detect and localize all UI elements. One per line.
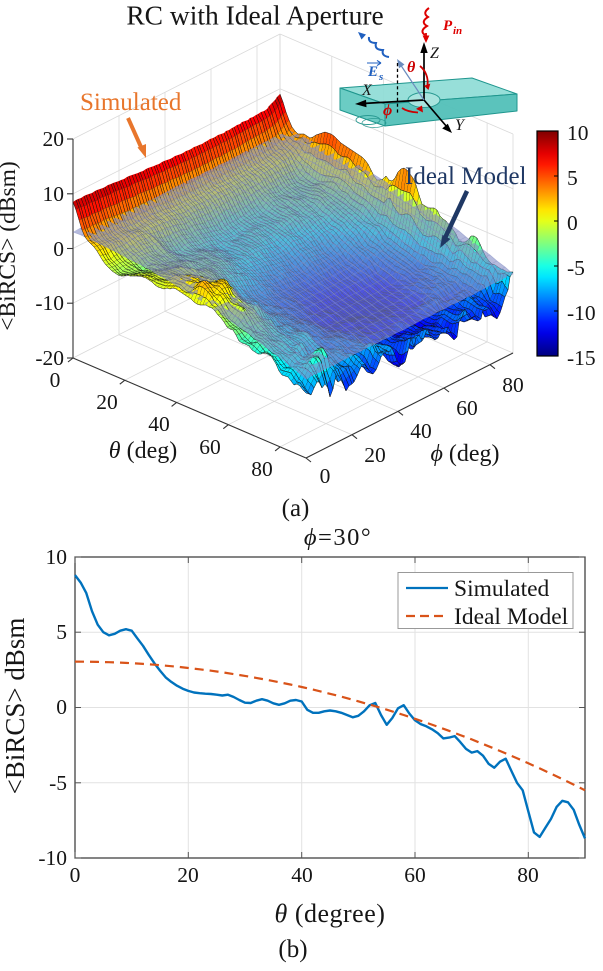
svg-text:θ: θ (407, 59, 416, 76)
svg-text:80: 80 (517, 863, 539, 887)
svg-text:0: 0 (567, 211, 578, 235)
svg-text:-5: -5 (567, 256, 585, 280)
svg-text:40: 40 (410, 419, 432, 443)
svg-text:(a): (a) (282, 495, 310, 522)
svg-text:60: 60 (404, 863, 426, 887)
svg-text:5: 5 (567, 166, 578, 190)
svg-text:0: 0 (70, 863, 81, 887)
svg-text:θ (deg): θ (deg) (109, 438, 177, 464)
svg-text:0: 0 (53, 237, 64, 261)
svg-text:E: E (367, 64, 378, 80)
svg-text:ϕ: ϕ (383, 102, 392, 119)
svg-text:Simulated: Simulated (454, 576, 550, 602)
svg-text:Y: Y (455, 117, 466, 134)
svg-text:-20: -20 (35, 346, 64, 370)
svg-text:40: 40 (148, 412, 170, 436)
svg-text:60: 60 (199, 435, 221, 459)
svg-text:-15: -15 (567, 346, 596, 370)
svg-text:-10: -10 (567, 301, 596, 325)
svg-text:0: 0 (56, 695, 67, 719)
svg-text:P: P (443, 18, 453, 34)
svg-text:20: 20 (43, 127, 65, 151)
svg-text:80: 80 (502, 373, 524, 397)
svg-text:20: 20 (364, 443, 386, 467)
svg-text:5: 5 (56, 620, 67, 644)
svg-text:Z: Z (430, 45, 440, 62)
svg-text:s: s (378, 71, 383, 83)
svg-text:(b): (b) (278, 936, 307, 963)
svg-text:-10: -10 (35, 291, 64, 315)
svg-text:10: 10 (43, 182, 65, 206)
svg-text:Ideal Model: Ideal Model (454, 604, 569, 630)
svg-text:X: X (361, 82, 373, 99)
svg-text:<BiRCS> (dBsm): <BiRCS> (dBsm) (0, 161, 21, 331)
svg-text:ϕ (deg): ϕ (deg) (430, 441, 499, 467)
svg-text:20: 20 (177, 863, 199, 887)
svg-text:Simulated: Simulated (80, 89, 182, 116)
svg-text:RC with Ideal Aperture: RC with Ideal Aperture (126, 0, 383, 31)
svg-text:0: 0 (320, 464, 331, 488)
svg-text:θ (degree): θ (degree) (275, 899, 386, 928)
svg-text:20: 20 (96, 390, 118, 414)
svg-text:<BiRCS> dBsm: <BiRCS> dBsm (0, 618, 30, 795)
svg-text:40: 40 (291, 863, 313, 887)
svg-text:10: 10 (46, 545, 68, 569)
svg-text:-10: -10 (38, 846, 67, 870)
svg-text:60: 60 (456, 396, 478, 420)
svg-text:10: 10 (567, 121, 589, 145)
svg-text:0: 0 (50, 368, 61, 392)
svg-text:ϕ=30°: ϕ=30° (304, 524, 372, 551)
svg-text:-5: -5 (49, 771, 67, 795)
svg-text:in: in (453, 25, 462, 37)
svg-text:80: 80 (251, 457, 273, 481)
svg-text:Ideal Model: Ideal Model (405, 163, 527, 190)
